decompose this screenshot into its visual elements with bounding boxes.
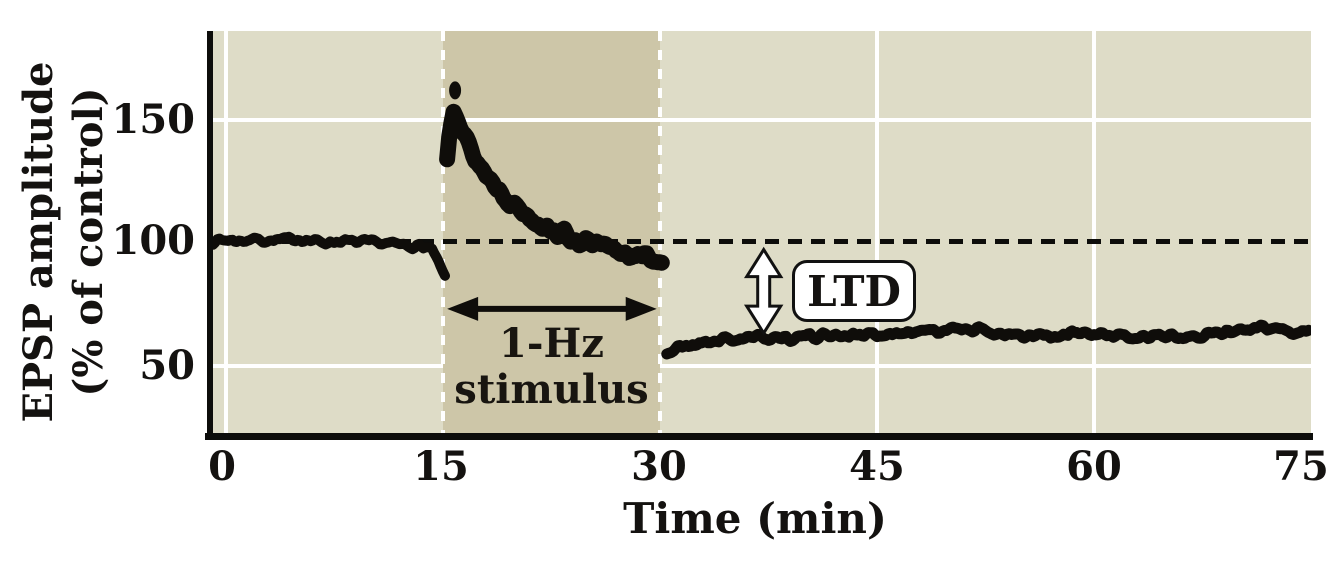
control-baseline-dashed-line bbox=[213, 239, 1311, 244]
plot-area bbox=[213, 31, 1311, 436]
trace-during-1hz-stimulus-decay bbox=[439, 103, 670, 271]
gridline-y150 bbox=[213, 118, 1311, 122]
xtick-75: 75 bbox=[1273, 443, 1329, 490]
y-axis-title: EPSP amplitude (% of control) bbox=[14, 10, 118, 474]
xtick-15: 15 bbox=[413, 443, 469, 490]
x-axis-title: Time (min) bbox=[623, 494, 887, 543]
gridline-y50-right bbox=[660, 364, 1311, 368]
xtick-30: 30 bbox=[631, 443, 687, 490]
y-axis-line bbox=[207, 31, 213, 440]
epsp-trace-plot bbox=[213, 81, 1311, 360]
stimulus-label-line2: stimulus bbox=[454, 366, 649, 413]
gridline-y50-left bbox=[213, 364, 443, 368]
ltd-label-text: LTD bbox=[807, 266, 901, 316]
stimulus-band-left-border bbox=[441, 31, 445, 436]
trace-baseline-control bbox=[213, 231, 450, 281]
stimulus-label-line1: 1-Hz bbox=[499, 320, 604, 367]
trace-ltd-depressed bbox=[661, 319, 1311, 360]
ytick-150: 150 bbox=[111, 96, 196, 143]
x-axis-line bbox=[205, 433, 1313, 440]
ytick-50: 50 bbox=[139, 342, 195, 389]
y-axis-title-line2: (% of control) bbox=[65, 87, 112, 397]
ytick-100: 100 bbox=[111, 217, 196, 264]
ltd-magnitude-arrow bbox=[743, 246, 784, 336]
stimulus-label: 1-Hz stimulus bbox=[443, 321, 660, 413]
xtick-0: 0 bbox=[208, 443, 236, 490]
trace-peak-dot bbox=[449, 81, 462, 100]
ltd-label-box: LTD bbox=[792, 260, 916, 322]
xtick-45: 45 bbox=[849, 443, 905, 490]
stimulus-duration-arrow bbox=[447, 296, 657, 321]
xtick-60: 60 bbox=[1066, 443, 1122, 490]
stimulus-band-right-border bbox=[658, 31, 662, 436]
gridline-x45 bbox=[875, 31, 879, 436]
gridline-x60 bbox=[1092, 31, 1096, 436]
y-axis-title-line1: EPSP amplitude bbox=[15, 61, 62, 423]
gridline-x0 bbox=[224, 31, 228, 436]
